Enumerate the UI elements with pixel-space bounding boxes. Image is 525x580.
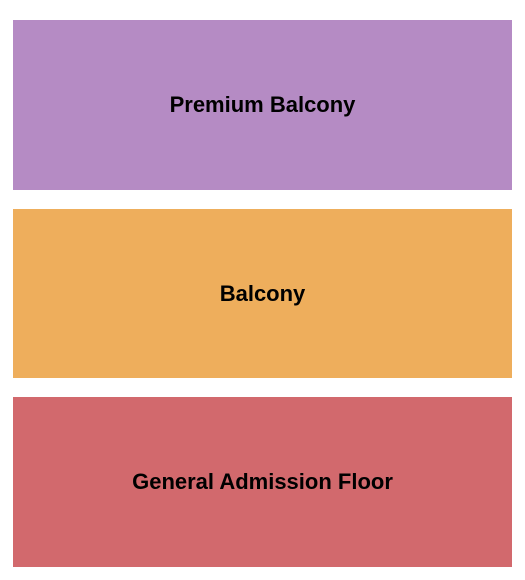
seating-section-balcony[interactable]: Balcony — [13, 209, 512, 379]
seating-section-premium-balcony[interactable]: Premium Balcony — [13, 20, 512, 190]
section-label: Balcony — [220, 281, 306, 307]
seating-section-ga-floor[interactable]: General Admission Floor — [13, 397, 512, 567]
section-label: Premium Balcony — [170, 92, 356, 118]
section-label: General Admission Floor — [132, 469, 393, 495]
